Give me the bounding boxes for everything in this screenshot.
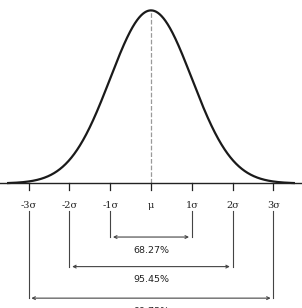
Text: 2σ: 2σ: [226, 201, 239, 210]
Text: 95.45%: 95.45%: [133, 275, 169, 285]
Text: -2σ: -2σ: [61, 201, 77, 210]
Text: 99.73%: 99.73%: [133, 307, 169, 308]
Text: -1σ: -1σ: [102, 201, 118, 210]
Text: μ: μ: [148, 201, 154, 210]
Text: 1σ: 1σ: [185, 201, 198, 210]
Text: 68.27%: 68.27%: [133, 246, 169, 255]
Text: -3σ: -3σ: [21, 201, 37, 210]
Text: 3σ: 3σ: [267, 201, 280, 210]
